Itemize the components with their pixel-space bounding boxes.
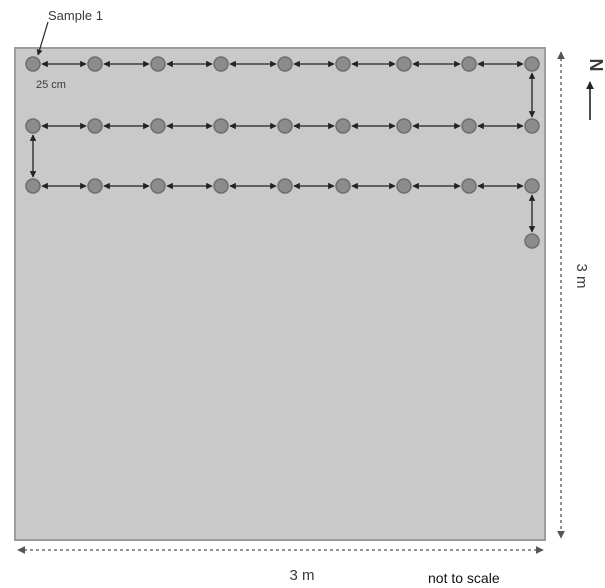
sample-point [277, 178, 293, 194]
sample-point [524, 233, 540, 249]
north-label: N [586, 59, 605, 72]
sample-point [277, 56, 293, 72]
sample-point [25, 178, 41, 194]
sample-point [335, 118, 351, 134]
sample-point [25, 56, 41, 72]
sample-point [524, 56, 540, 72]
sample-point [396, 56, 412, 72]
sample-point [524, 118, 540, 134]
sampling-path [29, 60, 536, 233]
height-label: 3 m [573, 263, 590, 288]
sample-point [461, 118, 477, 134]
sample-point [461, 178, 477, 194]
sample-point [25, 118, 41, 134]
sample-point [150, 118, 166, 134]
sample-points [25, 56, 540, 249]
sample-point [213, 178, 229, 194]
sample-point [213, 118, 229, 134]
sample-point [213, 56, 229, 72]
sample-1-label: Sample 1 [48, 8, 103, 23]
sample-1-leader [36, 21, 49, 56]
sample-point [87, 178, 103, 194]
sample-point [150, 178, 166, 194]
sample-point [277, 118, 293, 134]
scale-note: not to scale [428, 570, 500, 586]
sample-point [396, 178, 412, 194]
sample-point [87, 56, 103, 72]
sample-point [396, 118, 412, 134]
sample-point [150, 56, 166, 72]
spacing-label: 25 cm [36, 79, 66, 91]
width-label: 3 m [289, 567, 314, 584]
sample-point [335, 178, 351, 194]
sample-point [524, 178, 540, 194]
sample-point [461, 56, 477, 72]
sample-point [87, 118, 103, 134]
sample-point [335, 56, 351, 72]
